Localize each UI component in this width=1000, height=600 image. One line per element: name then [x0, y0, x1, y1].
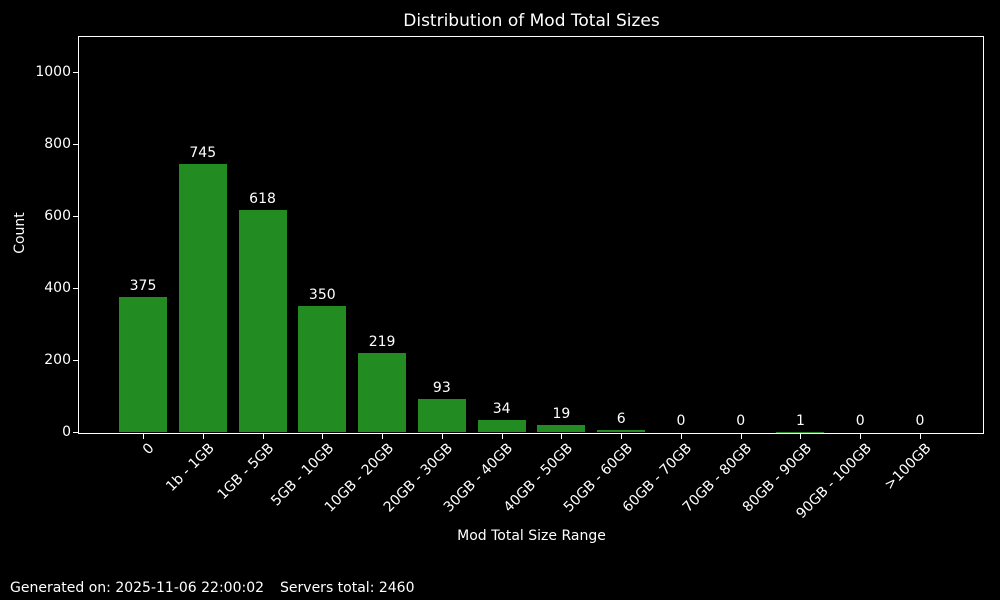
y-axis-tick — [73, 72, 78, 73]
x-axis-tick — [202, 434, 204, 439]
y-tick-label: 0 — [62, 424, 71, 440]
servers-total: Servers total: 2460 — [280, 580, 415, 596]
bar — [178, 163, 227, 432]
bar-value-label: 745 — [189, 144, 217, 161]
x-axis-tick — [680, 434, 682, 439]
y-tick-label: 1000 — [35, 64, 71, 80]
x-axis-tick — [262, 434, 264, 439]
bar-value-label: 34 — [492, 400, 511, 417]
x-axis-tick — [441, 434, 443, 439]
bar — [597, 429, 646, 432]
y-tick-label: 600 — [44, 208, 71, 224]
x-axis-tick — [322, 434, 324, 439]
x-tick-label: 1b - 1GB — [162, 440, 218, 495]
bar — [119, 297, 167, 432]
x-axis-tick — [501, 434, 503, 439]
generated-timestamp: Generated on: 2025-11-06 22:00:02 — [10, 580, 265, 596]
chart-title: Distribution of Mod Total Sizes — [403, 11, 660, 31]
bar — [417, 398, 466, 432]
bar-value-label: 0 — [915, 413, 925, 429]
bar-value-label: 0 — [855, 413, 865, 429]
x-axis-tick — [621, 434, 623, 439]
bar-value-label: 350 — [308, 287, 336, 303]
bar-value-label: 0 — [736, 413, 746, 429]
footer: Generated on: 2025-11-06 22:00:02 Servers… — [10, 580, 415, 597]
x-axis-tick — [920, 434, 921, 439]
y-axis-tick — [73, 432, 78, 433]
x-tick-label: 0 — [139, 440, 158, 458]
x-axis-tick — [561, 434, 563, 439]
x-tick-label: 1GB - 5GB — [214, 440, 278, 504]
y-tick-label: 200 — [44, 352, 71, 368]
y-tick-label: 800 — [44, 136, 71, 152]
bar — [358, 353, 407, 432]
y-axis-tick — [73, 216, 78, 217]
x-axis-tick — [860, 434, 862, 439]
bar — [298, 306, 347, 432]
bar-value-label: 1 — [796, 412, 805, 429]
x-axis-label: Mod Total Size Range — [457, 528, 606, 544]
x-axis-tick — [740, 434, 742, 439]
x-axis-tick — [143, 434, 144, 439]
bar — [238, 209, 287, 432]
x-axis-tick — [382, 434, 384, 439]
bar — [477, 419, 526, 432]
x-tick-label: >100GB — [881, 440, 935, 494]
bar-value-label: 19 — [552, 406, 571, 423]
bar-value-label: 93 — [432, 379, 451, 396]
plot-area — [78, 36, 984, 434]
bar-value-label: 375 — [129, 278, 157, 294]
x-axis-tick — [800, 434, 802, 439]
bar-value-label: 6 — [616, 410, 626, 427]
y-axis-tick — [73, 288, 78, 289]
bar-value-label: 0 — [676, 413, 686, 429]
bar-value-label: 219 — [368, 334, 396, 351]
bar-value-label: 618 — [249, 190, 276, 207]
bar — [537, 425, 586, 432]
y-axis-tick — [73, 144, 78, 145]
y-tick-label: 400 — [44, 280, 71, 296]
y-axis-tick — [73, 360, 78, 361]
